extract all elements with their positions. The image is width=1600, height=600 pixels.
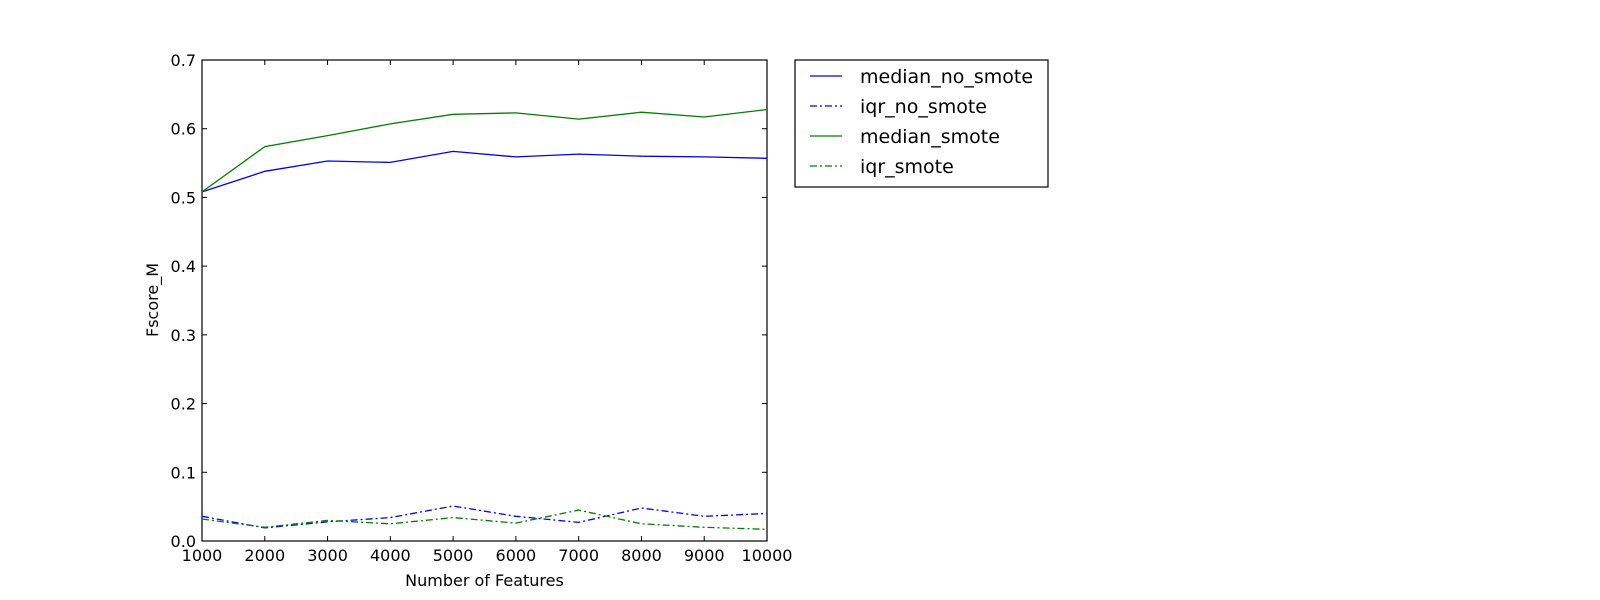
x-tick-label: 10000	[742, 546, 793, 565]
x-tick-label: 9000	[684, 546, 725, 565]
y-tick-label: 0.1	[171, 463, 196, 482]
x-axis-label: Number of Features	[405, 571, 564, 590]
series-line-iqr-smote	[201, 509, 768, 530]
x-tick-label: 6000	[496, 546, 537, 565]
x-tick-label: 7000	[558, 546, 599, 565]
y-axis-label: Fscore_M	[143, 263, 163, 337]
x-tick-label: 5000	[433, 546, 474, 565]
legend-label: iqr_no_smote	[860, 96, 987, 118]
y-tick-label: 0.7	[171, 51, 196, 70]
x-tick-label: 1000	[182, 546, 223, 565]
series-layer	[201, 108, 768, 530]
y-axis-ticks: 0.0 0.1 0.2 0.3 0.4 0.5 0.6 0.7	[171, 51, 767, 551]
x-tick-label: 3000	[307, 546, 348, 565]
plot-area: 1000 2000 3000 4000 5000 6000 7000 8000 9000 1000…	[171, 51, 793, 565]
y-tick-label: 0.2	[171, 395, 196, 414]
legend-frame	[794, 59, 1049, 188]
legend-label: iqr_smote	[860, 156, 954, 178]
series-line-median-smote	[201, 108, 768, 193]
legend-label: median_smote	[860, 126, 1000, 148]
y-tick-label: 0.0	[171, 532, 196, 551]
x-axis-ticks: 1000 2000 3000 4000 5000 6000 7000 8000 9000 1000…	[182, 60, 793, 565]
plot-frame	[201, 59, 768, 542]
legend: median_no_smote iqr_no_smote median_smotei…	[794, 59, 1049, 188]
y-tick-label: 0.5	[171, 188, 196, 207]
y-tick-label: 0.3	[171, 326, 196, 345]
y-tick-label: 0.4	[171, 257, 196, 276]
x-tick-label: 8000	[621, 546, 662, 565]
series-line-median-no-smote	[201, 150, 768, 193]
series-line-iqr-no-smote	[201, 505, 768, 529]
legend-entries: median_no_smote iqr_no_smote median_smotei…	[810, 66, 1033, 178]
y-tick-label: 0.6	[171, 120, 196, 139]
x-tick-label: 2000	[244, 546, 285, 565]
legend-label: median_no_smote	[860, 66, 1033, 88]
x-tick-label: 4000	[370, 546, 411, 565]
